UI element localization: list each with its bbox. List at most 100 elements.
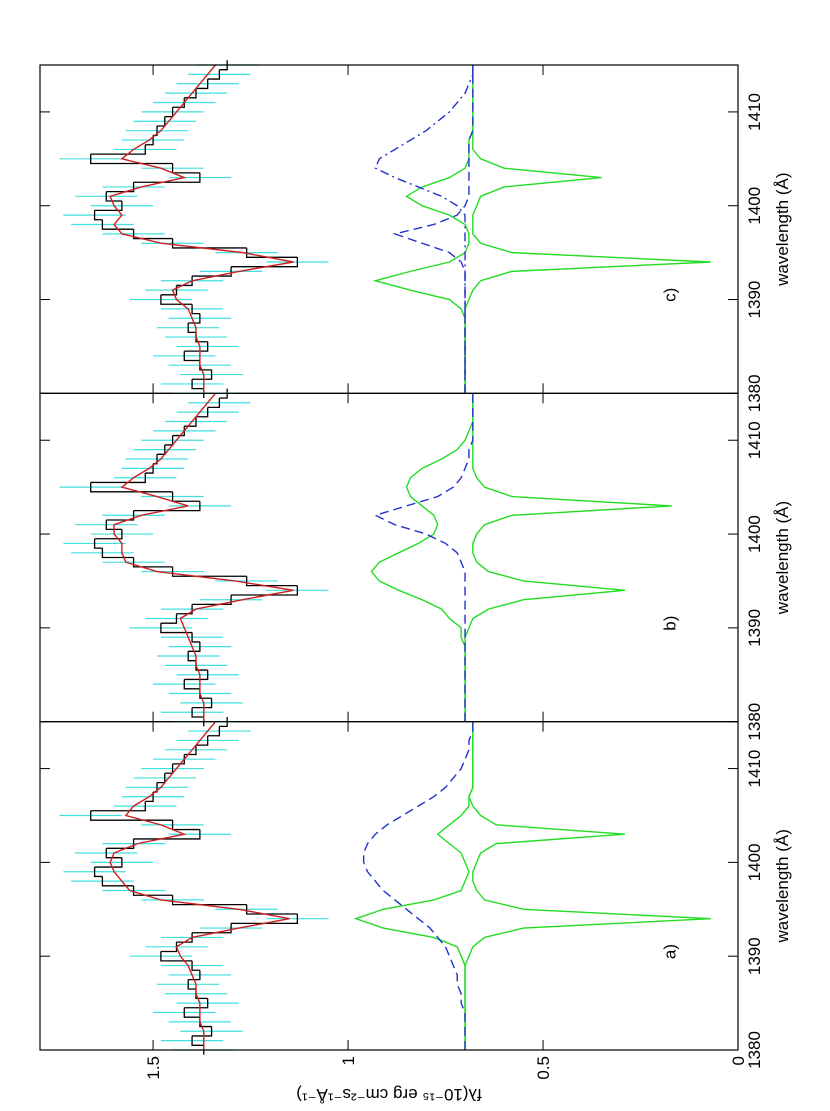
data-step: [145, 792, 154, 803]
x-tick-label: 1390: [745, 937, 764, 975]
data-step: [195, 79, 209, 90]
data-step: [132, 229, 173, 240]
panel-label: b): [661, 616, 680, 631]
model-curve: [109, 64, 294, 394]
data-step: [191, 379, 204, 390]
data-step: [219, 716, 228, 728]
x-tick-label: 1380: [745, 374, 764, 412]
data-step: [90, 144, 146, 155]
model-curve: [113, 392, 294, 722]
component-curve: [392, 65, 474, 394]
data-step: [105, 848, 122, 859]
data-step: [90, 482, 173, 493]
data-step: [188, 641, 201, 652]
data-step: [191, 304, 200, 315]
data-step: [94, 529, 123, 540]
data-step: [160, 951, 193, 962]
data-step: [171, 895, 247, 906]
data-step: [90, 154, 173, 165]
data-step: [171, 238, 247, 249]
data-step: [183, 351, 200, 362]
component-curve: [464, 65, 711, 394]
x-axis-label: wavelength (Å): [773, 501, 792, 615]
data-step: [93, 210, 103, 221]
data-step: [160, 613, 178, 624]
x-tick-label: 1380: [745, 1031, 764, 1069]
data-step: [192, 369, 213, 380]
rotated-plot: 1380 1390 1400 1410 0 0.5 1 1.5 wavelength (Å) a)…: [39, 60, 792, 1104]
data-step: [105, 519, 122, 531]
data-step: [187, 322, 196, 334]
x-axis-label: wavelength (Å): [773, 829, 792, 943]
y-axis-label: fλ(10⁻¹⁵ erg cm⁻²s⁻¹Å⁻¹): [296, 1085, 482, 1104]
component-curve: [370, 393, 474, 722]
data-step: [183, 1007, 200, 1018]
data-step: [191, 707, 204, 718]
x-tick-label: 1410: [745, 93, 764, 131]
data-step: [94, 857, 123, 868]
data-step: [90, 473, 146, 484]
panel-frame: [39, 721, 739, 1051]
data-step: [246, 904, 298, 915]
x-tick-label: 1390: [745, 609, 764, 647]
component-curve: [362, 721, 474, 1050]
data-step: [132, 885, 173, 896]
x-tick-label: 1380: [745, 703, 764, 741]
data-step: [195, 407, 209, 418]
x-tick-label: 1410: [745, 750, 764, 788]
component-curve: [464, 721, 711, 1050]
panel-frame: [39, 64, 739, 394]
component-curve: [353, 721, 474, 1050]
data-step: [133, 501, 201, 512]
data-step: [192, 266, 232, 277]
data-step: [160, 623, 193, 634]
data-step: [160, 942, 178, 953]
data-step: [101, 876, 134, 887]
data-step: [188, 970, 201, 981]
data-step: [231, 585, 299, 596]
data-step: [132, 557, 173, 568]
data-step: [106, 838, 135, 849]
data-step: [133, 829, 201, 840]
data-step: [207, 726, 221, 737]
data-step: [192, 1026, 213, 1037]
x-tick-label: 1390: [745, 281, 764, 319]
y-tick-label: 1: [339, 1056, 358, 1065]
data-step: [90, 801, 146, 812]
data-step: [106, 182, 135, 193]
data-step: [246, 576, 298, 587]
data-step: [172, 754, 185, 765]
data-step: [133, 172, 201, 183]
data-step: [231, 257, 299, 268]
y-tick-label: 1.5: [144, 1056, 163, 1080]
data-step: [172, 97, 185, 108]
x-tick-label: 1400: [745, 843, 764, 881]
data-step: [219, 388, 228, 399]
data-step: [195, 735, 209, 746]
x-axis-label: wavelength (Å): [773, 172, 792, 286]
panel-label: c): [661, 288, 680, 302]
data-step: [207, 69, 221, 80]
data-step: [93, 867, 103, 878]
x-tick-label: 1410: [745, 421, 764, 459]
data-step: [184, 998, 209, 1009]
data-step: [183, 679, 200, 690]
data-step: [191, 632, 200, 643]
component-curve: [464, 393, 672, 722]
data-step: [192, 595, 232, 606]
x-tick-label: 1400: [745, 187, 764, 225]
data-step: [184, 341, 209, 352]
data-step: [192, 923, 232, 934]
x-tick-label: 1400: [745, 515, 764, 553]
data-step: [191, 1035, 204, 1046]
data-step: [171, 566, 247, 577]
data-step: [231, 913, 299, 925]
data-step: [187, 651, 196, 662]
data-step: [101, 219, 134, 230]
data-step: [106, 510, 135, 521]
data-step: [145, 463, 154, 474]
data-step: [105, 191, 122, 202]
data-step: [188, 313, 201, 324]
y-tick-label: 0: [729, 1056, 748, 1065]
